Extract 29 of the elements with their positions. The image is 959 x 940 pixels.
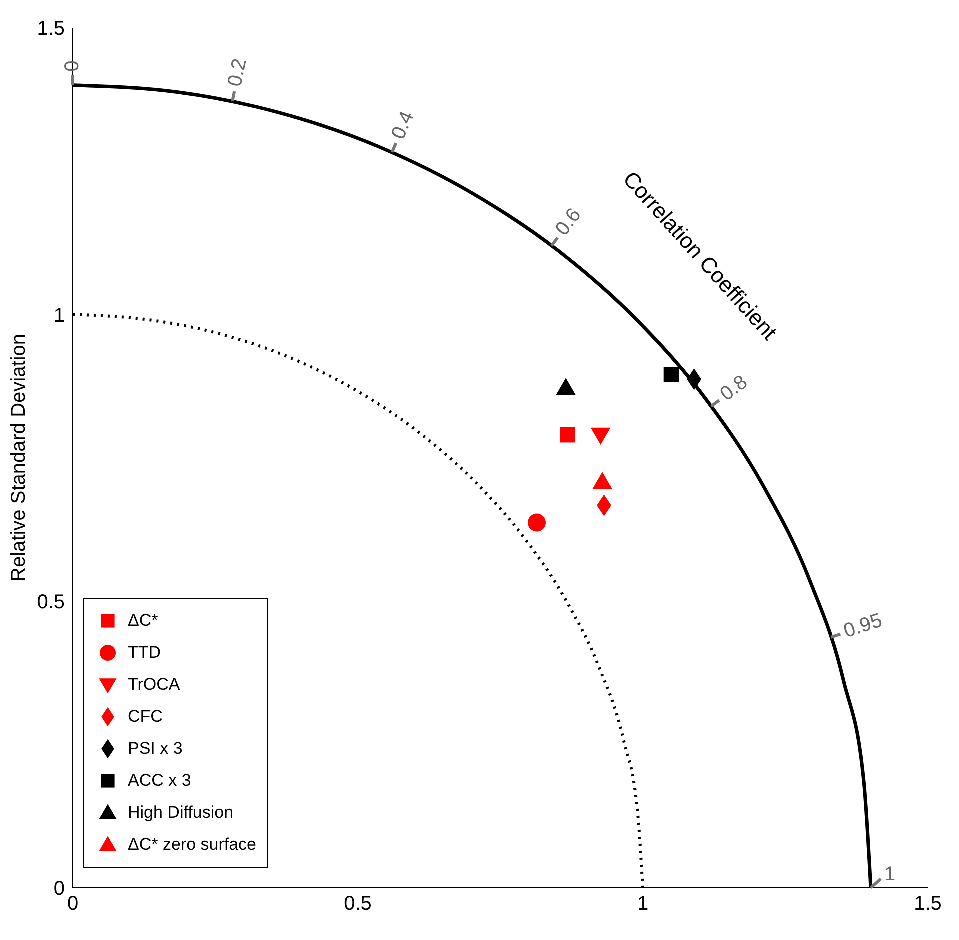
point xyxy=(528,514,546,532)
legend-label: ΔC* zero surface xyxy=(128,835,257,855)
point xyxy=(560,427,576,443)
legend-label: ACC x 3 xyxy=(128,771,192,791)
x-tick-label: 1.5 xyxy=(914,893,942,916)
legend-label: TTD xyxy=(128,643,162,663)
legend-label: TrOCA xyxy=(128,675,180,695)
legend-label: ΔC* xyxy=(128,611,158,631)
x-tick-label: 1 xyxy=(637,893,649,916)
annotation: 0.95 xyxy=(841,610,886,643)
annotation: 1 xyxy=(884,864,896,886)
annotation: 0.8 xyxy=(716,371,752,406)
legend-label: High Diffusion xyxy=(128,803,234,823)
annotation: 0.2 xyxy=(224,57,252,89)
annotation: 0 xyxy=(61,60,84,72)
y-tick-label: 0 xyxy=(54,878,65,900)
annotation: 0.6 xyxy=(551,204,586,240)
y-tick-label: 1.5 xyxy=(37,18,65,40)
point xyxy=(590,428,611,445)
y-axis-title: Relative Standard Deviation xyxy=(8,334,30,582)
x-tick-label: 0.5 xyxy=(344,893,372,916)
annotation: 0.4 xyxy=(388,108,419,143)
point xyxy=(664,367,680,383)
legend-label: CFC xyxy=(128,707,163,727)
point xyxy=(556,378,576,396)
y-tick-label: 0.5 xyxy=(37,591,65,614)
y-tick-label: 1 xyxy=(54,304,65,327)
point xyxy=(592,472,612,490)
legend-label: PSI x 3 xyxy=(128,739,183,759)
